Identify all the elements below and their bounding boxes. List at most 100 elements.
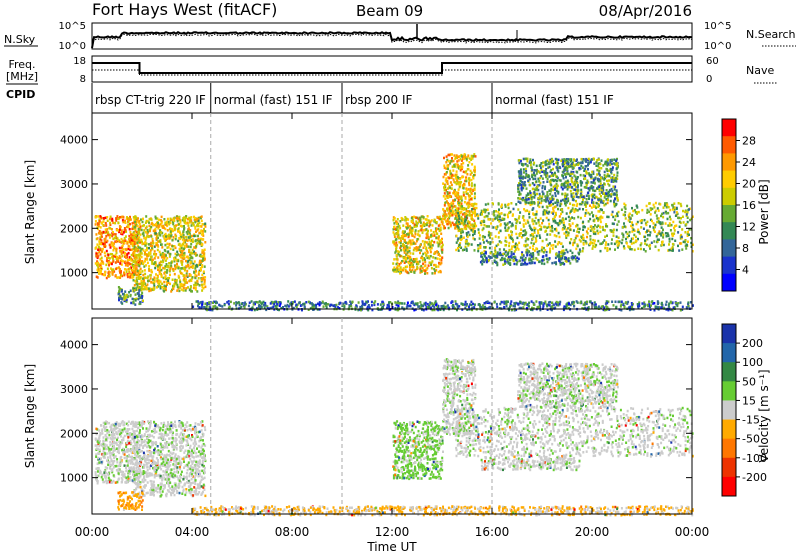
echo-cell <box>436 233 438 236</box>
echo-cell <box>125 249 127 252</box>
echo-cell <box>678 249 680 252</box>
echo-cell <box>151 262 153 265</box>
echo-cell <box>591 206 593 209</box>
echo-cell <box>155 232 157 235</box>
echo-cell <box>446 155 448 158</box>
echo-cell <box>187 224 189 227</box>
echo-cell <box>635 239 637 242</box>
echo-cell <box>493 214 495 217</box>
echo-cell <box>532 238 534 241</box>
echo-cell <box>434 219 436 222</box>
echo-cell <box>471 182 473 185</box>
echo-cell <box>605 161 607 164</box>
echo-cell <box>100 243 102 246</box>
echo-cell <box>142 277 144 280</box>
echo-cell <box>538 250 540 253</box>
echo-cell <box>584 203 586 206</box>
echo-cell <box>662 222 664 225</box>
echo-cell <box>119 241 121 244</box>
echo-cell <box>472 219 474 222</box>
echo-cell <box>610 168 612 171</box>
echo-cell <box>468 161 470 164</box>
echo-cell <box>547 261 549 264</box>
echo-cell <box>509 264 511 267</box>
echo-cell <box>589 218 591 221</box>
echo-cell <box>525 197 527 200</box>
echo-cell <box>425 218 427 221</box>
echo-cell <box>195 287 197 290</box>
echo-cell <box>404 216 406 219</box>
echo-cell <box>552 173 554 176</box>
echo-cell <box>530 161 532 164</box>
echo-cell <box>516 220 518 223</box>
echo-cell <box>146 235 148 238</box>
echo-cell <box>486 260 488 263</box>
echo-cell <box>500 223 502 226</box>
echo-cell <box>177 230 179 233</box>
echo-cell <box>592 245 594 248</box>
echo-cell <box>522 257 524 260</box>
echo-cell <box>392 262 394 265</box>
echo-cell <box>440 271 442 274</box>
echo-cell <box>164 237 166 240</box>
echo-cell <box>472 234 474 237</box>
echo-cell <box>141 252 143 255</box>
echo-cell <box>556 158 558 161</box>
echo-cell <box>594 233 596 236</box>
echo-cell <box>148 243 150 246</box>
echo-cell <box>151 271 153 274</box>
echo-cell <box>680 217 682 220</box>
echo-cell <box>482 239 484 242</box>
echo-cell <box>539 224 541 227</box>
echo-cell <box>474 195 476 198</box>
echo-cell <box>474 167 476 170</box>
echo-cell <box>170 248 172 251</box>
echo-cell <box>578 231 580 234</box>
echo-cell <box>537 229 539 232</box>
echo-cell <box>552 244 554 247</box>
echo-cell <box>539 237 541 240</box>
echo-cell <box>112 271 114 274</box>
echo-cell <box>613 177 615 180</box>
echo-cell <box>467 168 469 171</box>
echo-cell <box>155 228 157 231</box>
echo-cell <box>419 219 421 222</box>
echo-cell <box>554 261 556 264</box>
echo-cell <box>488 225 490 228</box>
echo-cell <box>99 215 101 218</box>
echo-cell <box>153 276 155 279</box>
echo-cell <box>563 221 565 224</box>
echo-cell <box>512 224 514 227</box>
echo-cell <box>467 220 469 223</box>
echo-cell <box>145 215 147 218</box>
echo-cell <box>542 240 544 243</box>
echo-cell <box>589 189 591 192</box>
echo-cell <box>137 232 139 235</box>
echo-cell <box>178 216 180 219</box>
echo-cell <box>591 158 593 161</box>
echo-cell <box>180 225 182 228</box>
echo-cell <box>458 217 460 220</box>
echo-cell <box>484 255 486 258</box>
echo-cell <box>466 232 468 235</box>
echo-cell <box>668 206 670 209</box>
echo-cell <box>612 185 614 188</box>
echo-cell <box>471 208 473 211</box>
echo-cell <box>447 168 449 171</box>
echo-cell <box>618 237 620 240</box>
echo-cell <box>637 229 639 232</box>
echo-cell <box>563 184 565 187</box>
echo-cell <box>551 161 553 164</box>
echo-cell <box>497 251 499 254</box>
echo-cell <box>576 196 578 199</box>
echo-cell <box>584 201 586 204</box>
echo-cell <box>561 208 563 211</box>
echo-cell <box>532 178 534 181</box>
echo-cell <box>175 235 177 238</box>
echo-cell <box>456 241 458 244</box>
echo-cell <box>537 178 539 181</box>
echo-cell <box>546 227 548 230</box>
echo-cell <box>542 255 544 258</box>
echo-cell <box>668 235 670 238</box>
